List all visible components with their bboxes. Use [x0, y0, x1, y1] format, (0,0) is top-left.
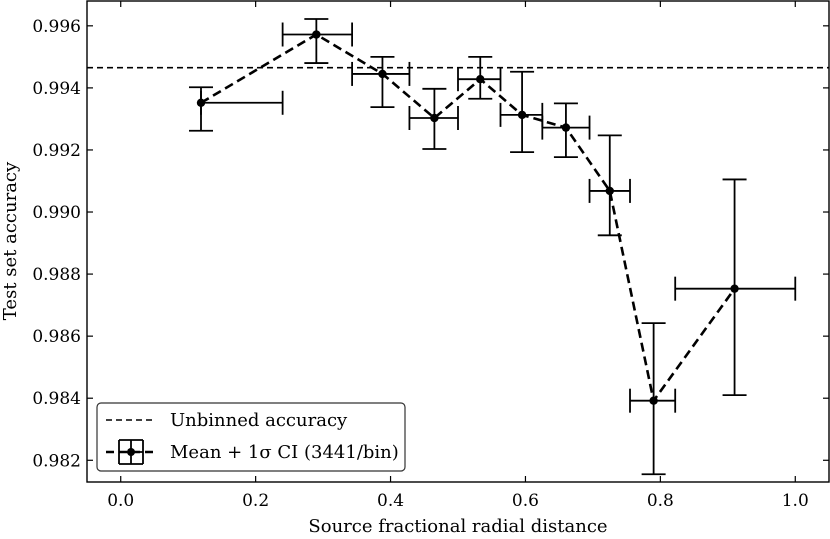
- y-axis-ticks: 0.982 0.984 0.986 0.988 0.990 0.992 0.994 0.996: [32, 17, 829, 471]
- data-point: [730, 284, 739, 293]
- data-point: [649, 396, 658, 405]
- x-axis-label: Source fractional radial distance: [308, 516, 607, 537]
- y-tick-label: 0.986: [32, 327, 81, 347]
- data-point: [378, 69, 387, 79]
- x-tick-label: 0.4: [377, 491, 404, 511]
- x-tick-label: 0.0: [107, 491, 134, 511]
- series-line: [200, 32, 736, 404]
- data-point: [430, 113, 439, 123]
- y-tick-label: 0.982: [32, 451, 81, 471]
- y-tick-label: 0.994: [32, 79, 81, 99]
- data-point: [196, 98, 206, 107]
- x-axis-ticks: 0.0 0.2 0.4 0.6 0.8 1.0: [107, 1, 809, 511]
- y-tick-label: 0.984: [32, 389, 81, 409]
- plot-area: [87, 18, 829, 476]
- x-tick-label: 1.0: [782, 491, 809, 511]
- y-tick-label: 0.996: [32, 17, 81, 37]
- plot-frame: [86, 0, 830, 483]
- legend-reference-line-label: Unbinned accuracy: [170, 410, 348, 431]
- x-tick-label: 0.8: [647, 491, 674, 511]
- legend-series-label: Mean + 1σ CI (3441/bin): [170, 442, 399, 463]
- legend-series-swatch: [106, 439, 156, 465]
- data-point: [605, 186, 614, 196]
- x-tick-label: 0.2: [242, 491, 269, 511]
- y-axis-label: Test set accuracy: [0, 161, 21, 320]
- y-tick-label: 0.990: [32, 203, 81, 223]
- data-point: [476, 75, 485, 84]
- legend: Unbinned accuracy Mean + 1σ CI (3441/bin…: [96, 402, 406, 472]
- data-point: [561, 123, 571, 132]
- data-point: [312, 30, 321, 39]
- x-tick-label: 0.6: [512, 491, 539, 511]
- y-tick-label: 0.992: [32, 141, 81, 161]
- legend-box: [96, 402, 406, 472]
- data-point: [517, 110, 527, 120]
- y-tick-label: 0.988: [32, 265, 81, 285]
